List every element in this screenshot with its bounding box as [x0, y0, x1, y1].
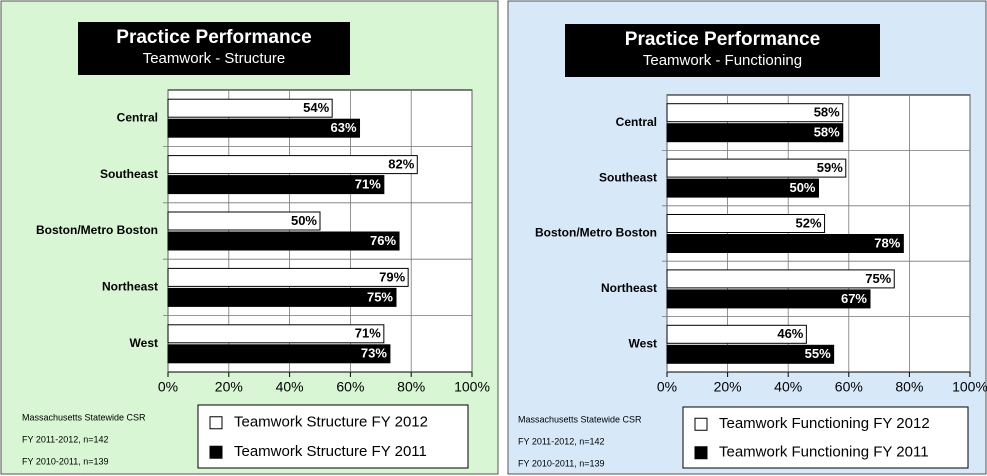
- bar: [666, 344, 835, 364]
- legend-label: Teamwork Structure FY 2012: [234, 414, 428, 431]
- note: FY 2011-2012, n=142: [518, 436, 605, 446]
- bar: [666, 158, 847, 178]
- bar: [167, 324, 385, 344]
- x-tick-label: 40%: [276, 379, 304, 395]
- legend-swatch: [694, 446, 708, 460]
- bar: [666, 234, 904, 253]
- value-label: 75%: [367, 289, 393, 304]
- legend-swatch: [209, 416, 223, 430]
- y-tick-label: Boston/Metro Boston: [535, 226, 657, 240]
- legend-label: Teamwork Structure FY 2011: [234, 443, 427, 460]
- chart-subtitle: Teamwork - Functioning: [643, 52, 802, 69]
- chart-title: Practice Performance: [625, 29, 820, 50]
- y-tick-label: Central: [616, 115, 657, 129]
- value-label: 58%: [814, 125, 840, 140]
- bar: [167, 211, 321, 231]
- bar: [666, 103, 844, 123]
- y-tick-label: Boston/Metro Boston: [36, 223, 158, 237]
- value-label: 75%: [865, 271, 891, 286]
- bar: [167, 118, 361, 138]
- bar: [666, 324, 807, 344]
- legend-box: [682, 406, 969, 469]
- value-label: 71%: [355, 326, 381, 341]
- value-label: 63%: [330, 120, 356, 135]
- value-label: 50%: [789, 180, 815, 195]
- legend-label: Teamwork Functioning FY 2011: [719, 444, 929, 461]
- value-label: 59%: [817, 160, 843, 175]
- bar: [666, 178, 819, 198]
- value-label: 54%: [303, 100, 329, 115]
- y-tick-label: Northeast: [601, 281, 657, 295]
- bar: [666, 289, 871, 309]
- y-tick-label: Southeast: [100, 167, 158, 181]
- x-tick-label: 100%: [952, 379, 987, 395]
- value-label: 71%: [355, 177, 381, 192]
- y-tick-label: Central: [117, 110, 158, 124]
- x-tick-label: 80%: [895, 379, 923, 395]
- value-label: 58%: [814, 105, 840, 120]
- bar: [167, 98, 333, 118]
- legend-box: [197, 404, 469, 469]
- x-tick-label: 20%: [714, 379, 742, 395]
- value-label: 55%: [805, 346, 831, 361]
- y-tick-label: Northeast: [102, 280, 158, 294]
- note: Massachusetts Statewide CSR: [22, 412, 146, 422]
- chart-title: Practice Performance: [116, 27, 311, 48]
- value-label: 50%: [291, 213, 317, 228]
- bar: [666, 214, 826, 233]
- x-tick-label: 100%: [454, 379, 490, 395]
- value-label: 79%: [379, 269, 405, 284]
- y-tick-label: West: [130, 336, 158, 350]
- legend-label: Teamwork Functioning FY 2012: [719, 415, 930, 432]
- x-tick-label: 60%: [835, 379, 863, 395]
- note: FY 2010-2011, n=139: [22, 456, 109, 466]
- value-label: 46%: [777, 326, 803, 341]
- value-label: 67%: [841, 291, 867, 306]
- x-tick-label: 80%: [397, 379, 425, 395]
- value-label: 82%: [388, 157, 414, 172]
- y-tick-label: West: [629, 336, 657, 350]
- bar: [167, 175, 385, 195]
- bar: [167, 287, 397, 307]
- bar: [167, 344, 391, 364]
- bar: [167, 155, 418, 175]
- legend-swatch: [209, 445, 223, 459]
- title-box: [565, 24, 880, 77]
- note: FY 2010-2011, n=139: [518, 458, 605, 468]
- value-label: 52%: [796, 215, 822, 230]
- bar: [167, 267, 409, 287]
- note: Massachusetts Statewide CSR: [518, 414, 642, 424]
- legend-swatch: [694, 417, 708, 431]
- title-box: [78, 22, 350, 75]
- bar: [167, 231, 400, 251]
- note: FY 2011-2012, n=142: [22, 434, 109, 444]
- y-tick-label: Southeast: [599, 170, 657, 184]
- bar: [666, 123, 844, 143]
- bar: [666, 269, 895, 289]
- x-tick-label: 60%: [336, 379, 364, 395]
- value-label: 76%: [370, 233, 396, 248]
- x-tick-label: 0%: [657, 379, 677, 395]
- chart-subtitle: Teamwork - Structure: [143, 50, 286, 67]
- x-tick-label: 0%: [158, 379, 178, 395]
- value-label: 73%: [361, 346, 387, 361]
- x-tick-label: 20%: [215, 379, 243, 395]
- value-label: 78%: [874, 235, 900, 250]
- x-tick-label: 40%: [774, 379, 802, 395]
